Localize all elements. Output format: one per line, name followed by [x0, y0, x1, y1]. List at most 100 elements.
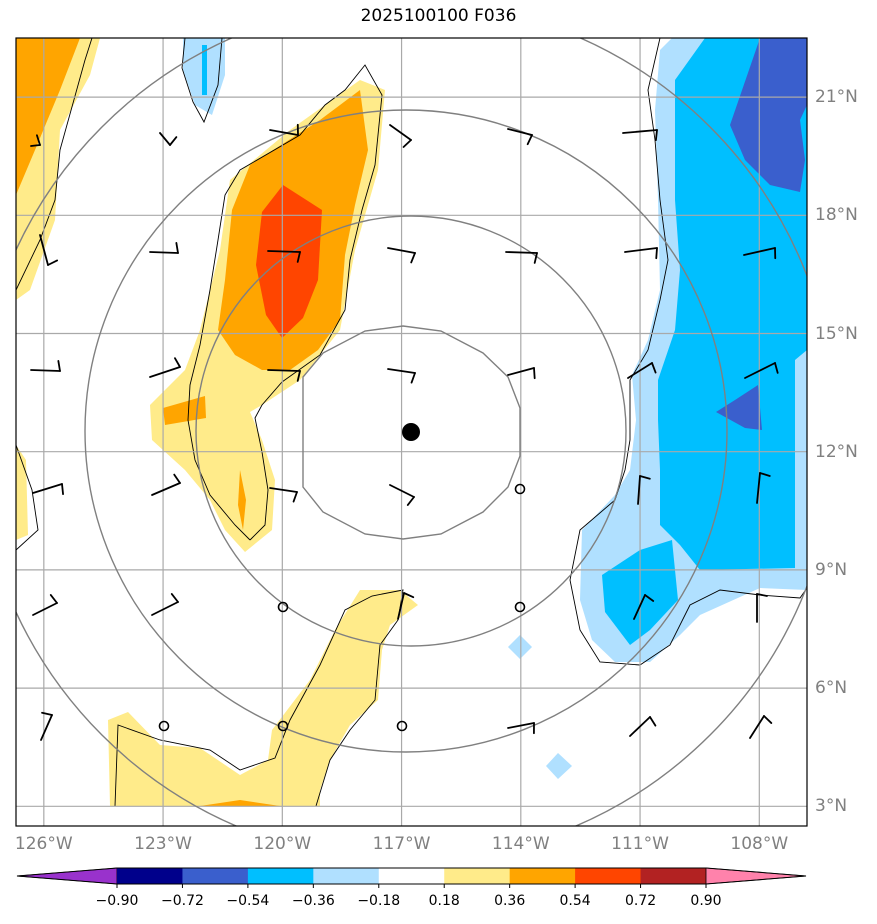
colorbar-segment	[313, 868, 380, 884]
colorbar-segment	[247, 868, 314, 884]
calm-wind-marker	[158, 720, 170, 732]
colorbar-extend-low	[16, 867, 118, 885]
wind-barb	[149, 357, 181, 378]
contour-line	[16, 38, 93, 291]
colorbar-segment	[117, 868, 183, 884]
wind-barb	[40, 711, 53, 741]
wind-barb	[32, 594, 58, 616]
colorbar-tick-label: 0.72	[624, 893, 657, 909]
wind-barb	[507, 367, 536, 380]
graticule	[16, 38, 807, 826]
wind-barb	[637, 475, 651, 505]
colorbar-tick-label: 0.54	[559, 893, 591, 909]
wind-barb	[30, 134, 41, 147]
colorbar-tick-label: −0.18	[357, 893, 401, 909]
wind-barb	[151, 593, 179, 616]
contour-fill-negative-low	[546, 753, 572, 779]
wind-barb	[389, 124, 412, 148]
colorbar-tick-label: −0.72	[160, 893, 204, 909]
wind-barb	[629, 716, 657, 737]
contour-fill-positive-low	[16, 445, 28, 540]
longitude-tick-label: 120°W	[253, 834, 312, 854]
longitude-tick-label: 108°W	[730, 834, 789, 854]
colorbar-segment	[182, 868, 249, 884]
contour-line	[569, 38, 807, 666]
calm-wind-marker	[277, 720, 289, 732]
range-ring-middle	[195, 215, 627, 647]
contour-fill-negative-high	[716, 385, 762, 430]
colorbar-segment	[509, 868, 576, 884]
colorbar-segment	[378, 868, 445, 884]
contour-line	[114, 589, 404, 807]
distance-rings	[16, 38, 807, 826]
wind-barb	[151, 473, 181, 496]
longitude-tick-label: 114°W	[491, 834, 550, 854]
latitude-tick-label: 21°N	[815, 87, 858, 108]
longitude-tick-label: 111°W	[611, 834, 669, 854]
range-ring-inner	[302, 325, 521, 540]
contour-fill-negative-mid	[202, 45, 207, 95]
latitude-tick-label: 9°N	[815, 559, 848, 580]
wind-barb	[269, 487, 298, 503]
map-title: 2025100100 F036	[360, 6, 517, 26]
colorbar-tick-label: −0.36	[291, 893, 335, 909]
storm-center-marker	[402, 423, 420, 441]
colorbar-segment	[575, 868, 642, 884]
latitude-tick-label: 18°N	[815, 205, 858, 226]
contour-fill-positive-mid	[238, 470, 246, 530]
calm-wind-marker	[396, 720, 408, 732]
wind-barb	[624, 247, 658, 260]
wind-barb	[756, 472, 771, 504]
wind-barb	[505, 251, 538, 264]
wind-barb	[749, 715, 773, 739]
contour-fill-positive-mid	[163, 396, 206, 425]
contour-lines	[16, 38, 807, 807]
wind-barb	[30, 360, 61, 372]
contour-fill-positive-low	[108, 590, 418, 806]
wind-barb	[627, 362, 657, 379]
calm-wind-marker	[514, 601, 526, 613]
colorbar	[16, 867, 807, 888]
colorbar-tick-label: 0.90	[690, 893, 722, 909]
contour-fill-positive-mid	[200, 800, 280, 806]
wind-barb	[507, 722, 535, 735]
wind-barb	[39, 234, 59, 266]
contour-line	[16, 444, 39, 551]
contour-fill-positive-high	[256, 185, 322, 338]
calm-wind-markers	[158, 483, 526, 732]
wind-barb	[267, 250, 301, 263]
latitude-tick-label: 15°N	[815, 323, 858, 344]
contour-fill-positive-mid	[16, 38, 80, 195]
wind-barbs	[30, 123, 779, 741]
contour-fill-negative-high	[730, 38, 807, 192]
wind-barb	[622, 129, 658, 142]
wind-barb	[397, 592, 415, 620]
wind-barb	[744, 362, 779, 379]
contour-line	[187, 64, 383, 541]
map-frame	[15, 37, 808, 827]
wind-barb	[633, 594, 655, 620]
wind-barb	[159, 132, 178, 146]
latitude-tick-label: 3°N	[815, 796, 848, 817]
colorbar-segment	[444, 868, 511, 884]
colorbar-tick-label: 0.18	[428, 893, 460, 909]
longitude-tick-label: 117°W	[372, 834, 431, 854]
contour-fill-negative-low	[508, 635, 532, 659]
calm-wind-marker	[514, 483, 526, 495]
colorbar-tick-label: 0.36	[494, 893, 526, 909]
latitude-tick-label: 6°N	[815, 678, 848, 699]
colorbar-tick-label: −0.90	[95, 893, 139, 909]
wind-barb	[387, 368, 416, 384]
colorbar-segment	[640, 868, 707, 884]
longitude-tick-label: 126°W	[14, 834, 73, 854]
wind-barb	[507, 128, 533, 146]
filled-contours	[16, 38, 807, 806]
wind-barb	[149, 242, 179, 254]
range-ring-outer	[84, 109, 728, 753]
colorbar-tick-label: −0.54	[226, 893, 270, 909]
longitude-tick-label: 123°W	[134, 834, 192, 854]
wind-barb	[267, 369, 301, 382]
wind-barb	[32, 483, 64, 496]
wind-barb	[743, 247, 777, 260]
